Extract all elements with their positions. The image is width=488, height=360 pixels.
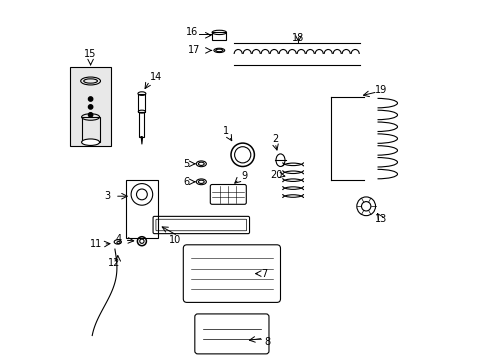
Text: 15: 15 — [84, 49, 97, 59]
Bar — [70, 67, 111, 146]
Bar — [212, 32, 226, 40]
Text: 4: 4 — [115, 234, 122, 244]
Text: 13: 13 — [374, 213, 386, 224]
Text: 18: 18 — [292, 33, 304, 43]
Text: 5: 5 — [183, 159, 189, 169]
Text: 8: 8 — [264, 337, 270, 347]
Bar — [125, 180, 158, 238]
Circle shape — [88, 97, 93, 101]
Text: 20: 20 — [269, 170, 282, 180]
Text: 2: 2 — [271, 134, 278, 144]
Text: 3: 3 — [104, 191, 111, 201]
Bar — [139, 112, 144, 137]
Text: 10: 10 — [169, 235, 181, 245]
Text: 17: 17 — [187, 45, 200, 55]
Bar — [81, 117, 100, 142]
Text: 16: 16 — [186, 27, 198, 37]
Text: 9: 9 — [241, 171, 247, 181]
Text: 6: 6 — [183, 177, 189, 187]
Text: 12: 12 — [108, 258, 120, 268]
Ellipse shape — [81, 139, 100, 145]
Bar — [138, 94, 145, 112]
Circle shape — [88, 105, 93, 109]
Text: 1: 1 — [223, 126, 229, 136]
Text: 14: 14 — [150, 72, 162, 82]
Text: 7: 7 — [261, 269, 267, 279]
Circle shape — [88, 113, 93, 117]
Text: 19: 19 — [374, 85, 386, 95]
Text: 11: 11 — [90, 239, 102, 249]
